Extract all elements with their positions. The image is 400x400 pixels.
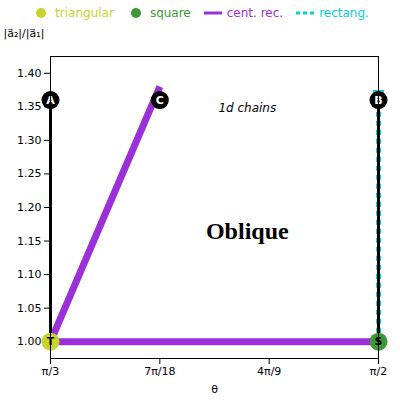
svg-text:π/3: π/3: [42, 365, 59, 378]
svg-text:Oblique: Oblique: [206, 218, 289, 244]
html-text:rectang.: rectang.: [319, 6, 369, 20]
svg-text:1.20: 1.20: [17, 201, 42, 214]
svg-text:T: T: [46, 335, 55, 349]
svg-text:1.25: 1.25: [17, 167, 42, 180]
svg-text:1.35: 1.35: [17, 100, 42, 113]
svg-text:1.30: 1.30: [17, 134, 42, 147]
html-text:cent. rec.: cent. rec.: [226, 6, 284, 20]
svg-text:S: S: [374, 335, 383, 349]
svg-text:1.40: 1.40: [17, 67, 42, 80]
svg-text:1.10: 1.10: [17, 268, 42, 281]
svg-text:A: A: [46, 93, 55, 107]
svg-text:4π/9: 4π/9: [257, 365, 281, 378]
svg-text:1.00: 1.00: [17, 335, 42, 348]
svg-text:π/2: π/2: [370, 365, 387, 378]
svg-text:|a⃗₂|/|a⃗₁|: |a⃗₂|/|a⃗₁|: [4, 27, 45, 40]
html-text:triangular: triangular: [55, 6, 114, 20]
svg-text:1.15: 1.15: [17, 235, 42, 248]
svg-text:7π/18: 7π/18: [144, 365, 175, 378]
svg-text:1d chains: 1d chains: [218, 101, 276, 115]
html-text:square: square: [149, 6, 191, 20]
svg-text:B: B: [374, 93, 383, 107]
svg-text:θ: θ: [211, 383, 218, 396]
svg-text:C: C: [156, 94, 164, 107]
svg-text:1.05: 1.05: [17, 302, 42, 315]
